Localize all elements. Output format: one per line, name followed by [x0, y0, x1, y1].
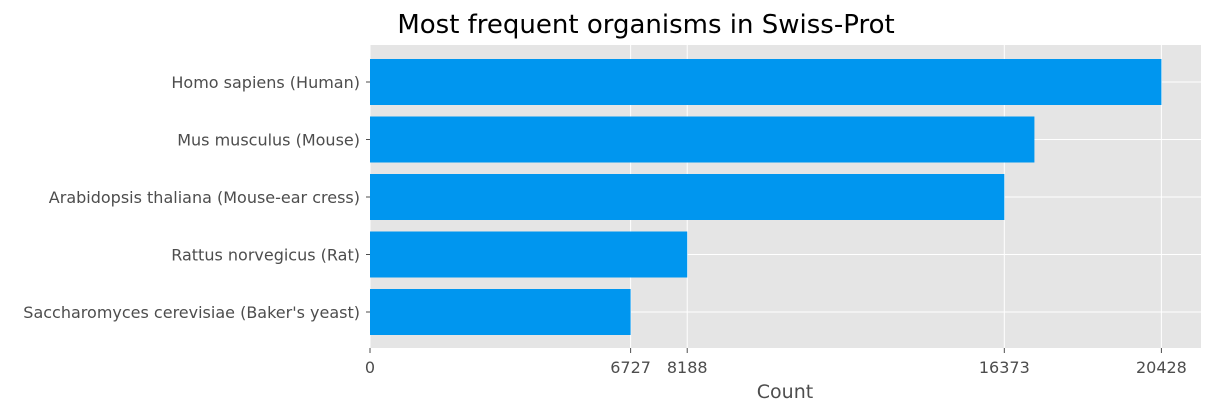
x-tick-labels: 0 6727 8188 16373 20428 [365, 348, 1187, 377]
y-tick-label-3: Rattus norvegicus (Rat) [171, 246, 360, 265]
y-tick-label-0: Homo sapiens (Human) [171, 73, 360, 92]
x-tick-label-2: 8188 [667, 358, 708, 377]
bar-4 [370, 289, 631, 335]
bar-2 [370, 174, 1005, 220]
y-tick-labels: Homo sapiens (Human) Mus musculus (Mouse)… [23, 73, 370, 322]
y-tick-label-2: Arabidopsis thaliana (Mouse-ear cress) [49, 188, 360, 207]
bar-0 [370, 59, 1162, 105]
bar-3 [370, 231, 688, 278]
chart-title: Most frequent organisms in Swiss-Prot [397, 10, 894, 40]
x-tick-label-1: 6727 [610, 358, 651, 377]
bars-group [370, 59, 1162, 335]
x-tick-label-3: 16373 [979, 358, 1030, 377]
x-axis-label: Count [757, 381, 813, 403]
bar-1 [370, 116, 1035, 163]
y-tick-label-4: Saccharomyces cerevisiae (Baker's yeast) [23, 303, 360, 322]
x-tick-label-4: 20428 [1136, 358, 1187, 377]
x-tick-label-0: 0 [365, 358, 375, 377]
y-tick-label-1: Mus musculus (Mouse) [177, 131, 360, 150]
